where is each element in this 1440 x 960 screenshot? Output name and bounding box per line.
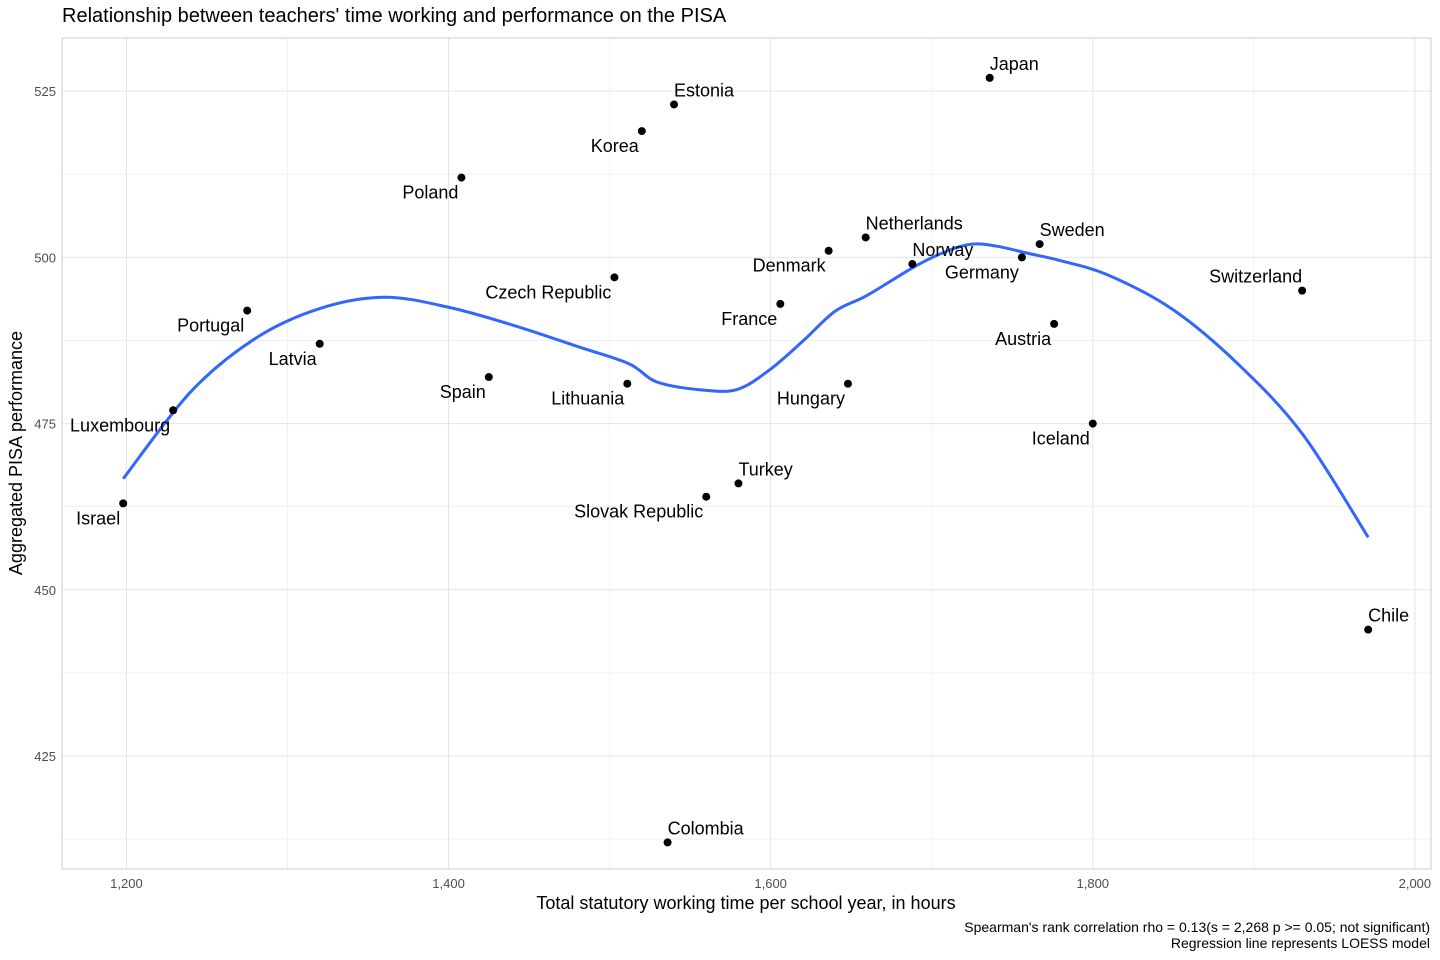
y-axis-ticks: 425 450 475 500 525	[34, 84, 56, 764]
data-point	[985, 73, 994, 82]
y-tick-label: 475	[34, 417, 56, 432]
point-label: Estonia	[674, 80, 735, 100]
y-axis-label: Aggregated PISA performance	[6, 331, 26, 575]
loess-layer	[122, 242, 1370, 539]
data-point	[824, 246, 833, 255]
caption-correlation: Spearman's rank correlation rho = 0.13(s…	[964, 919, 1430, 935]
point-label: Chile	[1368, 606, 1409, 626]
x-axis-ticks: 1,200 1,400 1,600 1,800 2,000	[110, 876, 1431, 891]
data-point	[637, 127, 646, 136]
point-label: Colombia	[668, 818, 745, 838]
point-label: Hungary	[777, 389, 845, 409]
point-label: Slovak Republic	[574, 502, 703, 522]
point-label: Denmark	[753, 256, 827, 276]
chart-title: Relationship between teachers' time work…	[62, 5, 727, 27]
data-point	[663, 838, 672, 847]
data-point	[1050, 319, 1059, 328]
y-tick-label: 450	[34, 583, 56, 598]
point-label: Norway	[912, 240, 973, 260]
data-point	[670, 100, 679, 109]
point-label: Netherlands	[866, 213, 963, 233]
data-point	[1298, 286, 1307, 295]
grid-major	[62, 38, 1431, 869]
data-point	[610, 273, 619, 282]
point-label: Luxembourg	[70, 415, 170, 435]
point-labels-layer: Israel Luxembourg Portugal Latvia Poland Spai…	[70, 54, 1409, 839]
point-label: Turkey	[738, 459, 792, 479]
point-label: Austria	[995, 329, 1052, 349]
data-point	[119, 499, 128, 508]
data-point	[315, 339, 324, 348]
data-point	[776, 299, 785, 308]
point-label: Iceland	[1032, 429, 1090, 449]
data-point	[623, 379, 632, 388]
plot-panel-border	[61, 37, 1432, 870]
data-point	[843, 379, 852, 388]
y-tick-label: 425	[34, 749, 56, 764]
point-label: Czech Republic	[485, 282, 611, 302]
x-tick-label: 1,200	[110, 876, 143, 891]
point-label: Latvia	[269, 349, 318, 369]
data-point	[1088, 419, 1097, 428]
data-point	[908, 260, 917, 269]
point-label: Lithuania	[551, 389, 625, 409]
loess-regression-line	[122, 242, 1370, 539]
data-point	[243, 306, 252, 315]
data-point	[1364, 625, 1373, 634]
y-tick-label: 525	[34, 84, 56, 99]
data-point	[484, 373, 493, 382]
point-label: Portugal	[177, 316, 244, 336]
data-point	[1035, 240, 1044, 249]
point-label: Israel	[76, 508, 120, 528]
data-point	[734, 479, 743, 488]
grid-minor	[62, 38, 1431, 869]
x-tick-label: 1,600	[754, 876, 787, 891]
point-label: Spain	[440, 382, 486, 402]
point-label: Germany	[945, 262, 1019, 282]
point-label: Korea	[591, 136, 640, 156]
points-layer	[119, 73, 1373, 847]
point-label: Poland	[402, 183, 458, 203]
data-point	[457, 173, 466, 182]
data-point	[169, 406, 178, 415]
y-tick-label: 500	[34, 250, 56, 265]
x-axis-label: Total statutory working time per school …	[536, 893, 955, 913]
data-point	[702, 492, 711, 501]
caption-regression-note: Regression line represents LOESS model	[1170, 935, 1430, 951]
x-tick-label: 1,800	[1077, 876, 1110, 891]
point-label: Switzerland	[1209, 267, 1302, 287]
x-tick-label: 2,000	[1399, 876, 1432, 891]
point-label: France	[721, 309, 777, 329]
point-label: Sweden	[1040, 220, 1105, 240]
data-point	[861, 233, 870, 242]
data-point	[1017, 253, 1026, 262]
point-label: Japan	[990, 54, 1039, 74]
x-tick-label: 1,400	[432, 876, 465, 891]
